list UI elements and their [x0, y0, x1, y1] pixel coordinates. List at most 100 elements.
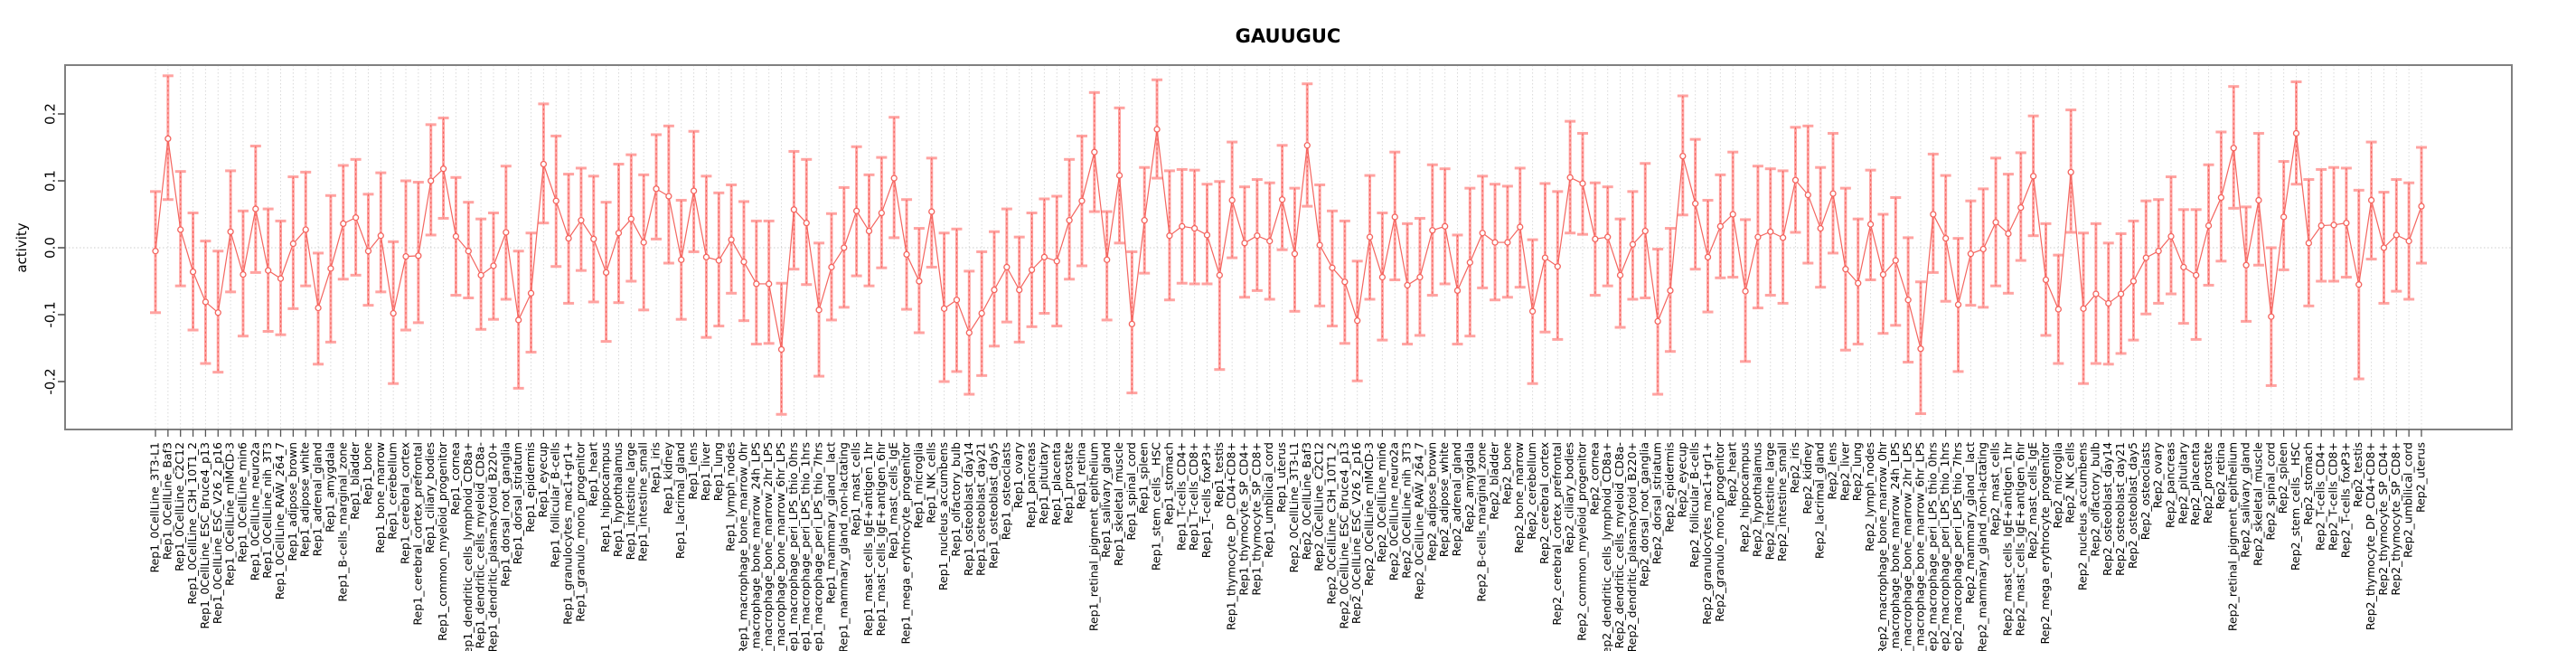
data-point-marker [1366, 233, 1374, 241]
x-tick-label: Rep2_thymocyte_SP_CD8+ [2389, 442, 2402, 596]
data-point-marker [890, 175, 898, 182]
data-point-marker [2080, 305, 2087, 312]
data-point-marker [2280, 213, 2288, 221]
x-tick-label: Rep1_adrenal_gland [311, 442, 324, 556]
x-tick-label: Rep2_eyecup [1675, 442, 1688, 518]
x-tick-label: Rep1_cerebral_cortex [399, 442, 412, 564]
x-tick-label: Rep2_salivary_gland [2239, 442, 2252, 558]
data-point-marker [2405, 237, 2412, 245]
x-tick-label: Rep2_0CellLine_min6 [1375, 442, 1388, 562]
x-tick-label: Rep2_0CellLine_C2C12 [1312, 442, 1326, 571]
data-point-marker [2105, 299, 2112, 307]
data-point-marker [728, 236, 735, 243]
connector-line [155, 128, 2422, 350]
x-tick-label: Rep1_cornea [448, 442, 462, 515]
x-tick-label: Rep1_microglia [911, 442, 925, 529]
x-tick-label: Rep2_prostate [2201, 442, 2214, 524]
x-tick-label: Rep2_ovary [2151, 441, 2165, 508]
data-point-marker [227, 228, 234, 235]
x-tick-label: Rep1_lymph_nodes [724, 442, 738, 552]
x-tick-label: Rep1_bladder [348, 441, 362, 520]
data-point-marker [540, 160, 548, 168]
x-tick-label: Rep1_0CellLine_ESC_V26_2_p16 [211, 442, 224, 624]
data-point-marker [1453, 287, 1462, 295]
x-tick-label: Rep2_mammary_gland__lact [1963, 442, 1977, 604]
data-point-marker [828, 263, 835, 271]
x-tick-label: Rep1_granulo_mono_progenitor [573, 441, 587, 622]
x-tick-label: Rep2_olfactory_bulb [2088, 442, 2101, 557]
data-point-marker [252, 205, 259, 212]
data-point-marker [2167, 232, 2175, 241]
data-point-marker [1179, 222, 1186, 230]
data-point-marker [653, 185, 660, 193]
data-point-marker [1716, 222, 1725, 230]
x-tick-label: Rep1_0CellLine_C3H_10T1_2 [185, 442, 199, 605]
x-tick-label: Rep2_microglia [2051, 442, 2064, 529]
x-tick-label: Rep2_thymocyte_DP_CD4+CD8+ [2364, 442, 2377, 630]
data-point-marker [865, 227, 873, 235]
data-point-marker [1579, 180, 1586, 187]
data-point-marker [1942, 234, 1950, 242]
x-tick-label: Rep2_heart [1725, 442, 1739, 506]
x-tick-label: Rep2_bone_marrow [1512, 442, 1526, 553]
data-point-marker [503, 229, 510, 236]
x-tick-label: Rep2_macrophage_bone_marrow_6hr_LPS [1913, 442, 1926, 651]
x-tick-label: Rep2_adrenal_gland [1450, 442, 1463, 556]
data-point-marker [1930, 211, 1937, 218]
x-tick-label: Rep1_macrophage_peri_LPS_thio_1hrs [799, 442, 813, 651]
data-point-marker [302, 226, 309, 233]
data-point-marker [2367, 196, 2375, 204]
x-tick-label: Rep1_eyecup [536, 442, 550, 518]
data-point-marker [2029, 173, 2037, 180]
data-point-marker [1153, 126, 1161, 133]
data-point-marker [590, 235, 597, 243]
x-tick-label: Rep2_intestine_large [1763, 442, 1776, 561]
data-point-marker [390, 309, 397, 317]
data-point-marker [177, 226, 184, 233]
data-point-marker [315, 304, 322, 312]
x-tick-label: Rep1_pituitary [1037, 441, 1050, 524]
data-point-marker [1316, 241, 1323, 249]
x-tick-label: Rep2_macrophage_peri_LPS_thio_1hrs [1938, 442, 1951, 651]
data-point-marker [678, 256, 685, 263]
x-tick-label: Rep2_B-cells_marginal_zone [1475, 442, 1489, 602]
x-tick-label: Rep2_osteoblast_day14 [2101, 442, 2114, 576]
x-tick-label: Rep2_macrophage_peri_LPS_thio_0hrs [1925, 442, 1939, 651]
chart-title: GAUUGUC [1235, 25, 1341, 47]
data-point-marker [2355, 281, 2363, 288]
x-tick-label: Rep1_cerebellum [386, 442, 400, 540]
data-point-marker [852, 207, 860, 214]
x-tick-label: Rep2_uterus [2414, 442, 2428, 513]
x-tick-label: Rep1_stomach [1161, 442, 1175, 525]
data-point-marker [189, 268, 197, 276]
data-point-marker [1241, 240, 1248, 247]
data-point-marker [1917, 345, 1924, 353]
data-point-marker [1166, 232, 1173, 240]
x-tick-label: Rep2_dendritic_cells_lymphoid_CD8a+ [1600, 442, 1613, 651]
x-tick-label: Rep1_mega_erythrocyte_progenitor [899, 441, 913, 644]
data-point-marker [978, 309, 985, 317]
data-point-marker [841, 244, 848, 251]
x-tick-label: Rep1_0CellLine_mIMCD-3 [223, 442, 237, 586]
x-tick-label: Rep1_stem_cells__HSC [1150, 442, 1163, 571]
x-tick-label: Rep2_mast_cells [1988, 442, 2002, 535]
x-tick-label: Rep2_0CellLine_C3H_10T1_2 [1324, 442, 1338, 605]
data-point-marker [1491, 239, 1499, 246]
data-point-marker [1504, 239, 1511, 246]
data-point-marker [965, 329, 973, 336]
x-tick-label: Rep2_mast_cells_IgE+antigen_1hr [2000, 441, 2014, 636]
data-point-marker [1441, 222, 1449, 230]
x-tick-label: Rep1_mast_cells_IgE+antigen_1hr [861, 441, 875, 636]
x-tick-label: Rep1_lens [686, 442, 700, 500]
data-point-marker [1679, 152, 1687, 160]
data-point-marker [1804, 191, 1811, 199]
x-tick-label: Rep2_0CellLine_RAW_264_7 [1412, 442, 1425, 599]
y-tick-label: -0.2 [42, 368, 59, 394]
x-tick-label: Rep2_osteoblast_day21 [2113, 442, 2127, 576]
data-point-marker [1104, 256, 1111, 263]
x-tick-label: Rep2_placenta [2188, 442, 2202, 525]
data-point-marker [1053, 258, 1060, 265]
data-point-marker [2155, 248, 2162, 255]
data-point-marker [1254, 232, 1261, 240]
data-point-marker [490, 262, 497, 269]
